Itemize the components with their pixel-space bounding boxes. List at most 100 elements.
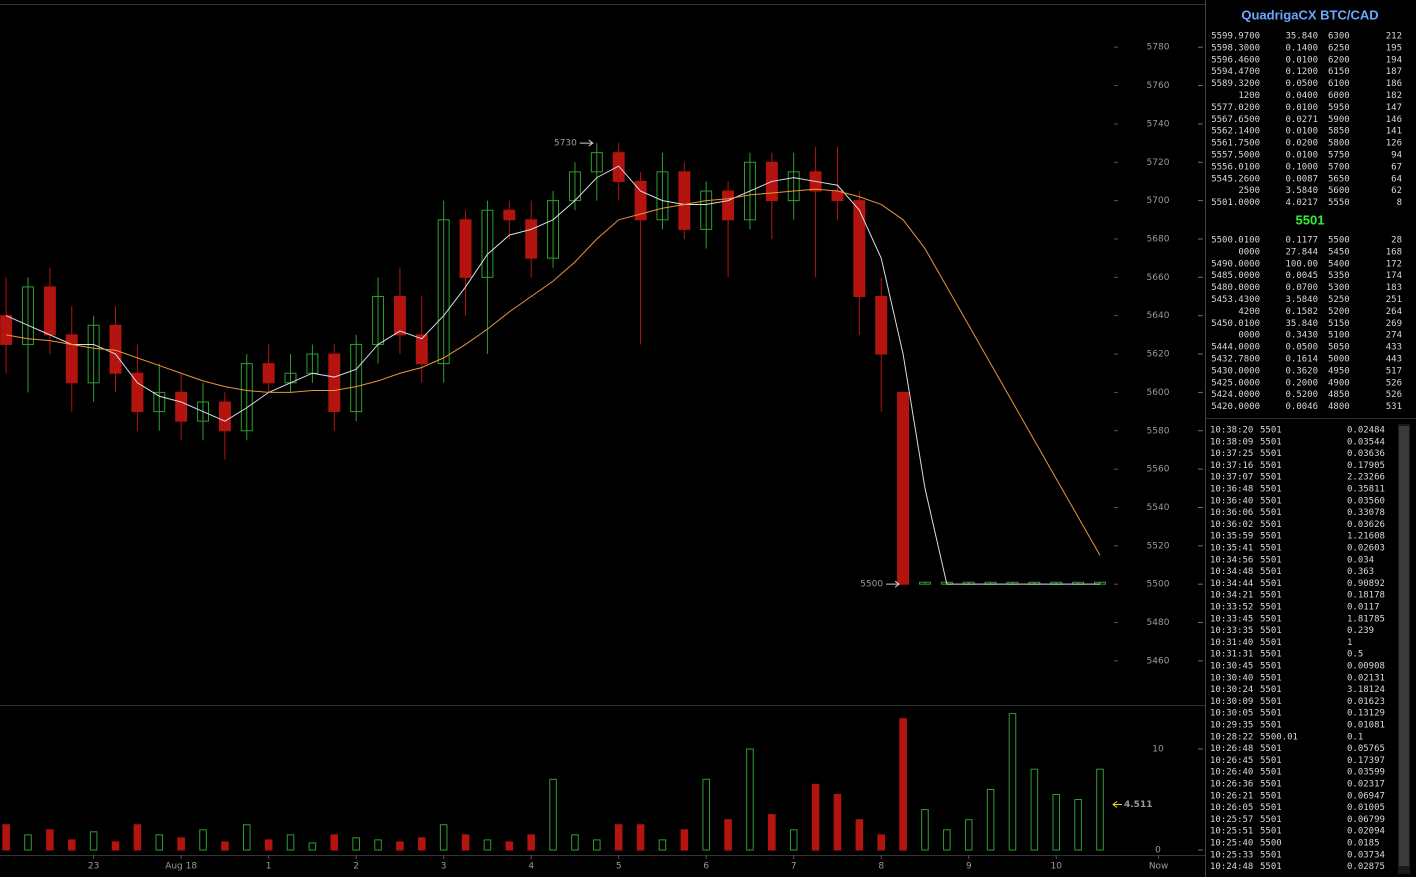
trade-price: 5501 <box>1260 532 1282 542</box>
volume-bar <box>111 841 120 851</box>
book-level: 5900 <box>1328 115 1350 125</box>
x-tick-label: 1 <box>266 862 272 872</box>
candle-body <box>131 372 144 413</box>
book-level: 5800 <box>1328 139 1350 149</box>
book-amount: 0.3620 <box>1285 366 1318 376</box>
book-level: 4950 <box>1328 366 1350 376</box>
volume-bar <box>833 793 842 851</box>
book-level: 6100 <box>1328 79 1350 89</box>
y-tick-label: 5500 <box>1147 580 1170 590</box>
trade-price: 5501 <box>1260 815 1282 825</box>
trade-price: 5501 <box>1260 862 1282 872</box>
volume-bar <box>24 834 32 851</box>
trade-price: 5501 <box>1260 614 1282 624</box>
trade-price: 5501 <box>1260 697 1282 707</box>
book-amount: 0.0100 <box>1285 151 1318 161</box>
book-count: 264 <box>1386 307 1402 317</box>
trade-amount: 0.90892 <box>1347 579 1385 589</box>
x-tick-label: Aug 18 <box>165 862 197 872</box>
book-level: 5700 <box>1328 162 1350 172</box>
volume-bar <box>177 837 185 851</box>
book-count: 433 <box>1386 343 1402 353</box>
volume-bar <box>418 837 426 851</box>
candle-body <box>153 391 166 413</box>
trade-time: 10:26:48 <box>1210 744 1253 754</box>
candle-body <box>328 353 341 413</box>
volume-bar <box>680 829 689 851</box>
trade-price: 5501 <box>1260 709 1282 719</box>
trade-time: 10:38:20 <box>1210 426 1253 436</box>
book-level: 4850 <box>1328 390 1350 400</box>
book-count: 517 <box>1386 366 1402 376</box>
book-level: 5450 <box>1328 247 1350 257</box>
trade-amount: 0.18178 <box>1347 591 1385 601</box>
volume-bar <box>155 834 164 851</box>
book-count: 94 <box>1391 151 1402 161</box>
book-level: 5950 <box>1328 103 1350 113</box>
moving-average <box>5 165 1100 585</box>
trade-time: 10:37:07 <box>1210 473 1253 483</box>
book-amount: 0.1614 <box>1285 355 1318 365</box>
volume-bar <box>461 834 470 851</box>
trade-price: 5501 <box>1260 579 1282 589</box>
trade-price: 5501 <box>1260 791 1282 801</box>
x-tick-label: 23 <box>88 862 99 872</box>
volume-bar <box>2 824 10 851</box>
trade-price: 5501 <box>1260 437 1282 447</box>
book-level: 5600 <box>1328 186 1350 196</box>
book-count: 443 <box>1386 355 1402 365</box>
y-tick-label: 5680 <box>1147 234 1170 244</box>
book-price: 5556.0100 <box>1211 162 1260 172</box>
y-tick-label: 10 <box>1152 745 1164 755</box>
trade-price: 5501 <box>1260 768 1282 778</box>
trade-time: 10:38:09 <box>1210 437 1253 447</box>
y-tick-label: 5620 <box>1147 350 1170 360</box>
volume-bar <box>374 839 382 851</box>
y-tick-label: 5640 <box>1147 311 1170 321</box>
volume-bar <box>1096 768 1104 851</box>
book-price: 4200 <box>1238 307 1260 317</box>
volume-bar <box>439 824 448 851</box>
scrollbar-thumb[interactable] <box>1399 426 1409 866</box>
book-amount: 0.0500 <box>1285 343 1318 353</box>
trade-time: 10:36:06 <box>1210 508 1253 518</box>
trade-time: 10:31:40 <box>1210 638 1253 648</box>
trade-time: 10:34:44 <box>1210 579 1253 589</box>
volume-bar <box>921 809 929 851</box>
book-amount: 0.0100 <box>1285 103 1318 113</box>
trade-price: 5501 <box>1260 544 1282 554</box>
volume-bar <box>899 718 907 851</box>
trade-price: 5501 <box>1260 555 1282 565</box>
book-count: 183 <box>1386 283 1402 293</box>
volume-bar <box>702 778 710 851</box>
volume-bar <box>308 842 317 851</box>
trade-amount: 0.03560 <box>1347 496 1385 506</box>
trade-price: 5501 <box>1260 685 1282 695</box>
book-amount: 0.0100 <box>1285 55 1318 65</box>
trade-amount: 0.06799 <box>1347 815 1385 825</box>
candle-body <box>87 324 100 384</box>
book-amount: 0.0045 <box>1285 271 1318 281</box>
trade-time: 10:30:05 <box>1210 709 1253 719</box>
candle-body <box>612 152 625 182</box>
trade-amount: 0.02603 <box>1347 544 1385 554</box>
volume-bar <box>571 834 579 851</box>
trade-amount: 0.17905 <box>1347 461 1385 471</box>
book-level: 6000 <box>1328 91 1350 101</box>
price-annotation: 5500 <box>860 580 883 590</box>
book-count: 8 <box>1397 198 1402 208</box>
trade-amount: 0.05765 <box>1347 744 1385 754</box>
volume-bar <box>636 824 645 851</box>
book-level: 5350 <box>1328 271 1350 281</box>
volume-bar <box>199 829 207 851</box>
book-amount: 0.0200 <box>1285 139 1318 149</box>
book-count: 172 <box>1386 259 1402 269</box>
trade-amount: 0.01081 <box>1347 721 1385 731</box>
trade-time: 10:25:57 <box>1210 815 1253 825</box>
trade-time: 10:34:48 <box>1210 567 1253 577</box>
trade-time: 10:37:25 <box>1210 449 1253 459</box>
book-count: 212 <box>1386 32 1402 42</box>
trade-amount: 0.00908 <box>1347 662 1385 672</box>
book-count: 168 <box>1386 247 1402 257</box>
trade-amount: 0.01623 <box>1347 697 1385 707</box>
